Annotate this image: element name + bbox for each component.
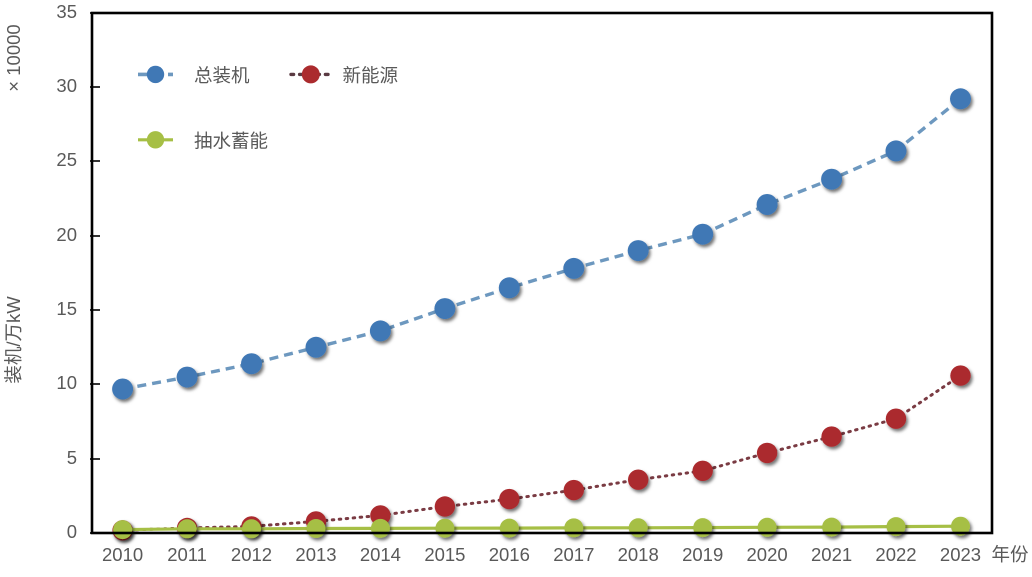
svg-text:抽水蓄能: 抽水蓄能 xyxy=(194,130,268,151)
svg-text:2010: 2010 xyxy=(102,544,143,565)
svg-text:2017: 2017 xyxy=(553,544,594,565)
svg-text:5: 5 xyxy=(67,447,77,468)
svg-text:× 10000: × 10000 xyxy=(3,24,24,91)
svg-text:年份: 年份 xyxy=(991,544,1028,565)
svg-text:20: 20 xyxy=(56,224,77,245)
svg-text:2012: 2012 xyxy=(231,544,272,565)
svg-text:2019: 2019 xyxy=(682,544,723,565)
svg-text:25: 25 xyxy=(56,149,77,170)
svg-text:0: 0 xyxy=(67,521,77,542)
svg-text:2016: 2016 xyxy=(489,544,530,565)
svg-text:总装机: 总装机 xyxy=(194,65,250,86)
svg-text:35: 35 xyxy=(56,1,77,22)
svg-text:2018: 2018 xyxy=(618,544,659,565)
svg-text:2013: 2013 xyxy=(295,544,336,565)
svg-text:2020: 2020 xyxy=(747,544,788,565)
svg-text:10: 10 xyxy=(56,372,77,393)
svg-text:2015: 2015 xyxy=(424,544,465,565)
svg-text:2021: 2021 xyxy=(811,544,852,565)
svg-text:2022: 2022 xyxy=(875,544,916,565)
svg-text:新能源: 新能源 xyxy=(343,65,399,86)
svg-text:装机/万kW: 装机/万kW xyxy=(3,296,24,384)
svg-text:30: 30 xyxy=(56,75,77,96)
svg-text:15: 15 xyxy=(56,298,77,319)
svg-text:2014: 2014 xyxy=(360,544,401,565)
svg-text:2011: 2011 xyxy=(167,544,207,565)
svg-text:2023: 2023 xyxy=(940,544,981,565)
